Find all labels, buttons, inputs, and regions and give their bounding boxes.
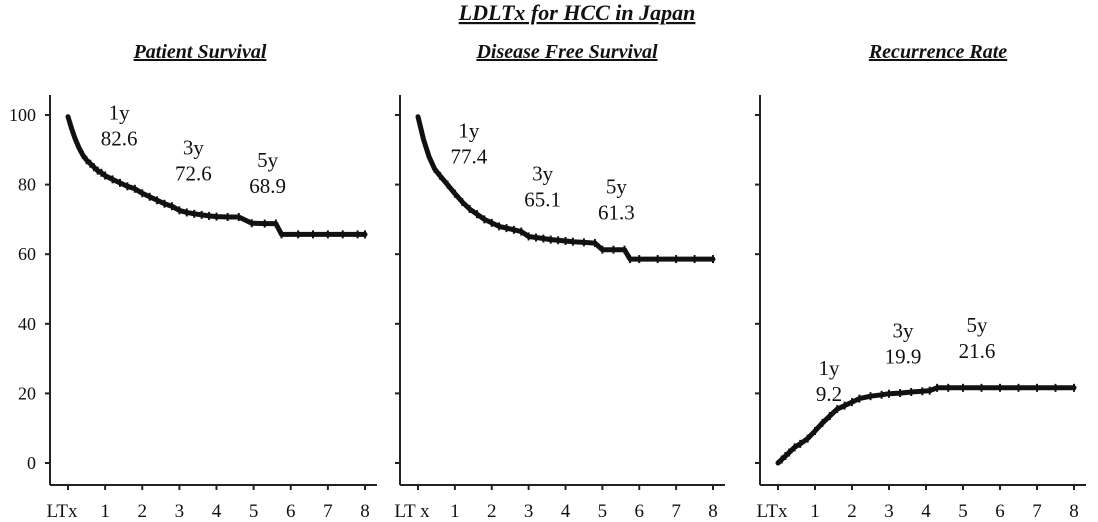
x-tick-label: 4 xyxy=(921,501,931,522)
x-tick-label: LTx xyxy=(47,501,78,522)
x-tick-label: 1 xyxy=(100,501,110,522)
annotation-value-label: 9.2 xyxy=(816,382,842,406)
annotation-year-label: 5y xyxy=(257,148,279,172)
y-tick-label: 20 xyxy=(18,383,36,403)
annotation-value-label: 68.9 xyxy=(249,174,286,198)
annotation-year-label: 3y xyxy=(893,319,915,343)
annotation-year-label: 5y xyxy=(606,175,628,199)
annotation-value-label: 21.6 xyxy=(959,339,996,363)
y-tick-label: 80 xyxy=(18,175,36,195)
y-tick-label: 0 xyxy=(27,453,36,473)
x-tick-label: 6 xyxy=(995,501,1005,522)
x-tick-label: 4 xyxy=(561,501,571,522)
x-tick-label: 3 xyxy=(175,501,185,522)
x-tick-label: 3 xyxy=(884,501,894,522)
annotation-value-label: 72.6 xyxy=(175,161,212,185)
annotation-value-label: 61.3 xyxy=(598,201,635,225)
panel-title-disease-free-survival: Disease Free Survival xyxy=(475,41,658,63)
annotation-year-label: 1y xyxy=(109,101,131,125)
x-tick-label: 8 xyxy=(360,501,370,522)
y-tick-label: 100 xyxy=(9,105,36,125)
y-tick-label: 60 xyxy=(18,244,36,264)
survival-curve xyxy=(415,114,716,262)
annotation-year-label: 3y xyxy=(183,135,205,159)
main-title: LDLTx for HCC in Japan xyxy=(458,0,696,25)
x-tick-label: 6 xyxy=(635,501,645,522)
x-tick-label: 6 xyxy=(286,501,296,522)
x-tick-label: 1 xyxy=(450,501,460,522)
annotation-value-label: 65.1 xyxy=(524,187,561,211)
x-tick-label: 8 xyxy=(708,501,718,522)
x-tick-label: 2 xyxy=(847,501,857,522)
annotation-year-label: 3y xyxy=(532,161,554,185)
x-tick-label: LTx xyxy=(757,501,788,522)
annotation-year-label: 5y xyxy=(967,313,989,337)
annotation-value-label: 77.4 xyxy=(451,145,488,169)
x-tick-label: 3 xyxy=(524,501,534,522)
panel-title-recurrence-rate: Recurrence Rate xyxy=(868,41,1007,63)
x-tick-label: 5 xyxy=(958,501,968,522)
x-tick-label: 1 xyxy=(810,501,820,522)
annotation-year-label: 1y xyxy=(458,119,480,143)
x-tick-label: 5 xyxy=(249,501,259,522)
x-tick-label: 7 xyxy=(323,501,333,522)
annotation-value-label: 19.9 xyxy=(885,345,922,369)
x-tick-label: 5 xyxy=(598,501,608,522)
annotation-year-label: 1y xyxy=(819,356,841,380)
panel-title-patient-survival: Patient Survival xyxy=(133,41,267,63)
x-tick-label: 2 xyxy=(487,501,497,522)
x-tick-label: 4 xyxy=(212,501,222,522)
x-tick-label: LT x xyxy=(394,501,430,522)
x-tick-label: 8 xyxy=(1069,501,1079,522)
x-tick-label: 2 xyxy=(138,501,148,522)
annotation-value-label: 82.6 xyxy=(101,127,138,151)
y-tick-label: 40 xyxy=(18,314,36,334)
x-tick-label: 7 xyxy=(1032,501,1042,522)
x-tick-label: 7 xyxy=(671,501,681,522)
